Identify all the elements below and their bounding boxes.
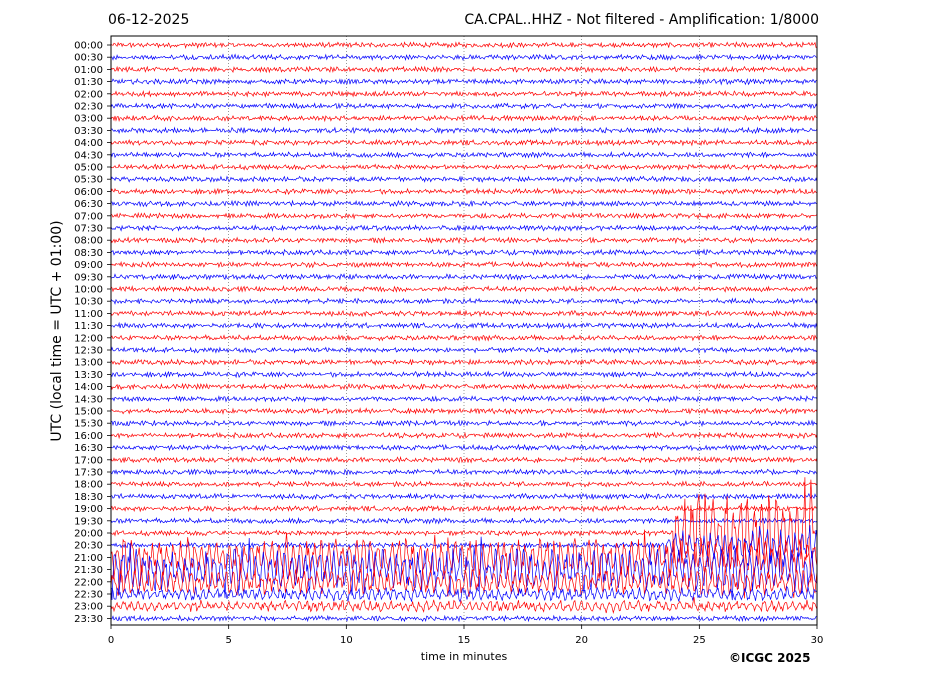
y-tick-label: 14:30 xyxy=(74,394,103,405)
y-tick-label: 21:00 xyxy=(74,553,103,564)
y-tick-label: 02:00 xyxy=(74,89,103,100)
y-tick-label: 17:30 xyxy=(74,468,103,479)
y-tick-label: 14:00 xyxy=(74,382,103,393)
y-tick-label: 19:00 xyxy=(74,504,103,515)
x-tick-label: 30 xyxy=(811,635,824,646)
y-tick-label: 09:30 xyxy=(74,272,103,283)
y-tick-label: 20:30 xyxy=(74,541,103,552)
y-tick-label: 22:30 xyxy=(74,590,103,601)
y-tick-label: 00:30 xyxy=(74,53,103,64)
y-tick-label: 00:00 xyxy=(74,41,103,52)
y-tick-label: 12:30 xyxy=(74,346,103,357)
y-tick-label: 21:30 xyxy=(74,565,103,576)
y-tick-label: 03:30 xyxy=(74,126,103,137)
y-tick-label: 16:00 xyxy=(74,431,103,442)
y-tick-label: 09:00 xyxy=(74,260,103,271)
y-tick-label: 06:30 xyxy=(74,199,103,210)
date-label: 06-12-2025 xyxy=(108,12,190,28)
y-tick-label: 23:30 xyxy=(74,614,103,625)
copyright-label: ©ICGC 2025 xyxy=(729,651,811,665)
y-tick-label: 02:30 xyxy=(74,102,103,113)
y-tick-label: 15:00 xyxy=(74,407,103,418)
x-tick-label: 25 xyxy=(693,635,706,646)
y-tick-label: 07:30 xyxy=(74,224,103,235)
y-tick-label: 06:00 xyxy=(74,187,103,198)
y-tick-label: 18:30 xyxy=(74,492,103,503)
trace-0500 xyxy=(110,163,818,171)
trace-0700 xyxy=(110,211,818,220)
x-tick-label: 10 xyxy=(340,635,353,646)
x-tick-label: 15 xyxy=(458,635,471,646)
y-tick-label: 13:30 xyxy=(74,370,103,381)
trace-1000 xyxy=(110,285,818,293)
y-tick-label: 11:00 xyxy=(74,309,103,320)
y-tick-label: 05:30 xyxy=(74,175,103,186)
y-axis-label: UTC (local time = UTC + 01:00) xyxy=(49,220,65,442)
trace-0630 xyxy=(111,199,818,208)
trace-1500 xyxy=(110,407,818,415)
y-tick-label: 15:30 xyxy=(74,419,103,430)
x-tick-label: 0 xyxy=(108,635,114,646)
x-tick-label: 20 xyxy=(575,635,588,646)
y-tick-label: 19:30 xyxy=(74,516,103,527)
trace-0600 xyxy=(110,187,818,196)
chart-title: CA.CPAL..HHZ - Not filtered - Amplificat… xyxy=(464,12,819,28)
y-tick-label: 03:00 xyxy=(74,114,103,125)
y-tick-label: 01:00 xyxy=(74,65,103,76)
trace-0730 xyxy=(110,224,818,232)
trace-2300 xyxy=(110,597,818,614)
trace-2230 xyxy=(110,585,818,603)
y-tick-label: 12:00 xyxy=(74,333,103,344)
y-tick-label: 08:30 xyxy=(74,248,103,259)
trace-0400 xyxy=(110,138,818,147)
y-tick-label: 17:00 xyxy=(74,455,103,466)
y-tick-label: 20:00 xyxy=(74,529,103,540)
y-tick-label: 04:30 xyxy=(74,150,103,161)
x-tick-label: 5 xyxy=(225,635,231,646)
y-tick-label: 01:30 xyxy=(74,77,103,88)
y-tick-label: 18:00 xyxy=(74,480,103,491)
trace-0030 xyxy=(110,53,818,61)
x-axis-label: time in minutes xyxy=(420,650,508,663)
trace-1730 xyxy=(110,468,818,476)
y-tick-label: 07:00 xyxy=(74,211,103,222)
y-tick-label: 22:00 xyxy=(74,577,103,588)
y-tick-label: 13:00 xyxy=(74,358,103,369)
y-tick-label: 10:30 xyxy=(74,297,103,308)
y-tick-label: 23:00 xyxy=(74,602,103,613)
y-tick-label: 04:00 xyxy=(74,138,103,149)
trace-0930 xyxy=(110,273,818,281)
y-tick-label: 11:30 xyxy=(74,321,103,332)
y-tick-label: 10:00 xyxy=(74,285,103,296)
y-tick-label: 08:00 xyxy=(74,236,103,247)
y-tick-label: 05:00 xyxy=(74,163,103,174)
y-tick-label: 16:30 xyxy=(74,443,103,454)
